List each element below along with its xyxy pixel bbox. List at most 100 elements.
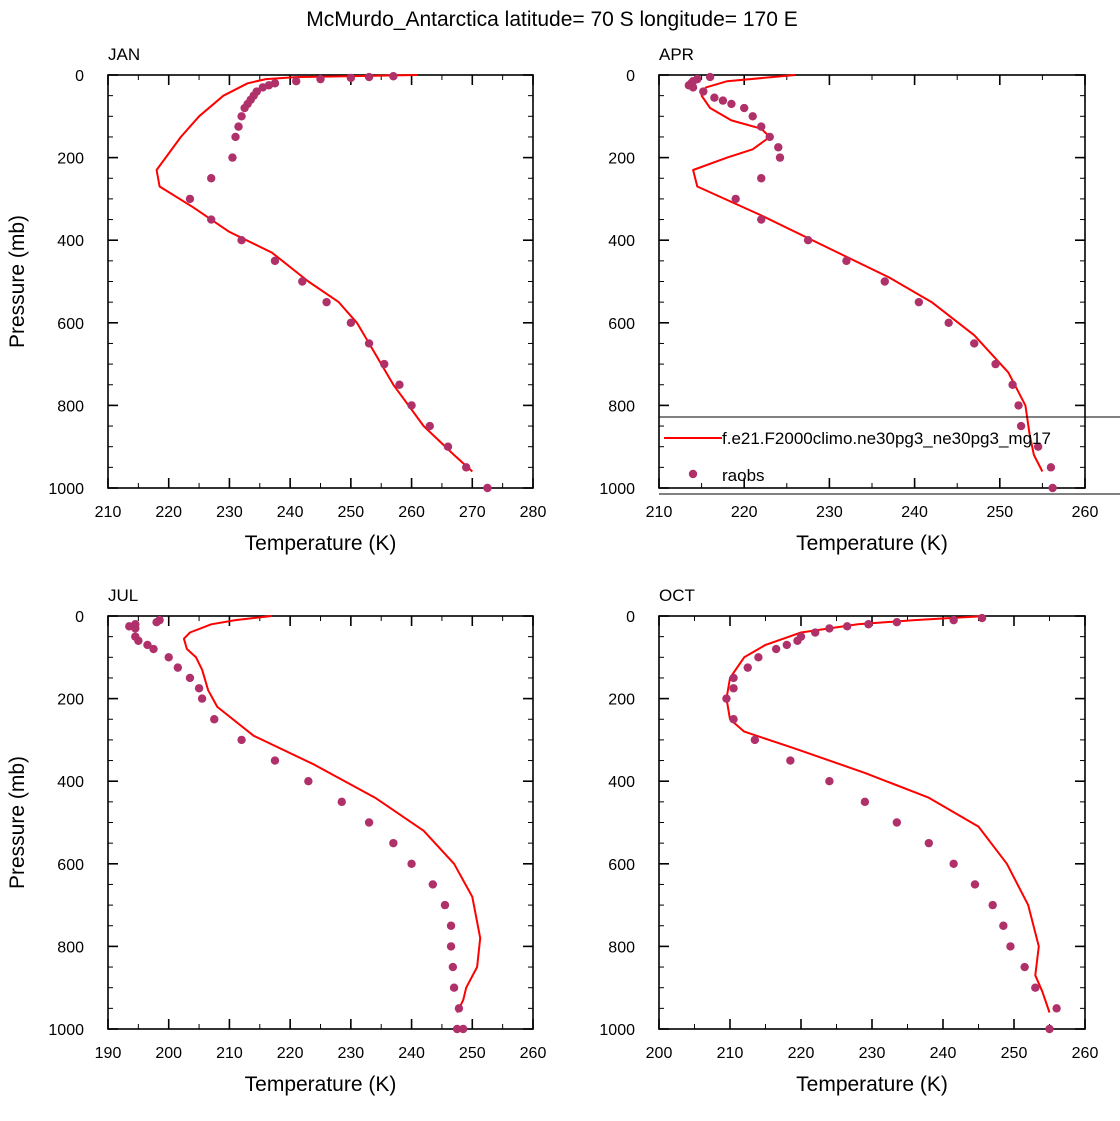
plot-frame	[658, 74, 1086, 489]
raobs-point	[207, 174, 216, 183]
x-tick-label: 190	[95, 1045, 122, 1062]
raobs-point	[164, 653, 173, 662]
raobs-point	[1006, 942, 1015, 951]
raobs-point	[443, 442, 453, 451]
raobs-point	[722, 694, 731, 703]
raobs-point	[1008, 380, 1017, 389]
raobs-point	[991, 359, 1000, 369]
raobs-point	[407, 859, 416, 868]
model-line	[725, 615, 1051, 1013]
raobs-point	[699, 87, 708, 96]
legend-raobs-label: raobs	[722, 466, 765, 485]
y-tick-label: 600	[608, 316, 635, 333]
raobs-point	[292, 76, 301, 86]
raobs-point	[743, 663, 752, 672]
raobs-point	[389, 838, 398, 848]
x-tick-label: 220	[155, 504, 182, 521]
panel-apr: APR 210 220 230 240 250 260 0 200 400 600 800 1000 Te…	[599, 45, 1098, 555]
legend-model-label: f.e21.F2000climo.ne30pg3_ne30pg3_mg17	[722, 429, 1051, 448]
panel-label: JAN	[108, 45, 140, 64]
y-tick-label: 200	[608, 151, 635, 168]
raobs-point	[1048, 483, 1057, 493]
raobs-point	[389, 72, 398, 81]
raobs-point	[729, 684, 738, 693]
raobs-point	[782, 640, 791, 650]
raobs-point	[765, 132, 774, 142]
raobs-point	[380, 359, 389, 369]
raobs-point	[988, 900, 997, 910]
y-tick-label: 1000	[599, 1022, 635, 1039]
figure-title: McMurdo_Antarctica latitude= 70 S longit…	[306, 8, 797, 31]
raobs-point	[407, 401, 416, 410]
raobs-point	[454, 1004, 464, 1013]
model-line	[155, 74, 473, 473]
raobs-point	[364, 818, 374, 827]
x-axis-title: Temperature (K)	[245, 1073, 397, 1096]
raobs-point	[134, 636, 143, 645]
raobs-point	[452, 1024, 462, 1034]
raobs-point	[1033, 442, 1043, 451]
raobs-point	[914, 297, 924, 307]
y-tick-label: 800	[57, 398, 84, 415]
y-tick-label: 0	[75, 68, 84, 85]
raobs-point	[237, 236, 246, 245]
y-tick-label: 200	[608, 692, 635, 709]
y-tick-label: 600	[57, 857, 84, 874]
y-tick-label: 400	[57, 233, 84, 250]
raobs-point	[1014, 401, 1023, 410]
raobs-point	[757, 174, 766, 183]
raobs-point	[1052, 1004, 1061, 1013]
panel-jan: JAN 210 220 230 240 250 260 270 280 0 200 400 600 800…	[6, 45, 546, 555]
y-tick-label: 0	[75, 609, 84, 626]
raobs-point	[210, 715, 219, 724]
panel-oct: OCT 200 210 220 230 240 250 260 0 200 400 600 800 100…	[599, 586, 1098, 1096]
x-tick-label: 270	[459, 504, 486, 521]
x-tick-label: 240	[277, 504, 304, 521]
model-line	[182, 615, 482, 1013]
raobs-point	[258, 83, 268, 92]
raobs-point	[710, 93, 719, 102]
raobs-point	[688, 83, 698, 92]
raobs-point	[152, 617, 161, 627]
raobs-point	[337, 797, 346, 807]
raobs-point	[395, 380, 404, 389]
y-tick-label: 800	[57, 939, 84, 956]
raobs-point	[842, 622, 852, 631]
y-tick-label: 1000	[48, 1022, 84, 1039]
raobs-point	[825, 624, 834, 633]
raobs-point	[864, 620, 873, 629]
raobs-point	[977, 613, 987, 623]
y-tick-label: 600	[57, 316, 84, 333]
y-tick-label: 400	[57, 774, 84, 791]
raobs-point	[316, 74, 325, 84]
raobs-point	[1046, 463, 1056, 472]
raobs-point	[194, 684, 204, 693]
raobs-point	[793, 636, 802, 645]
raobs-point	[185, 194, 195, 204]
raobs-point	[270, 756, 280, 765]
x-tick-label: 250	[986, 504, 1013, 521]
raobs-point	[483, 483, 492, 493]
raobs-point	[346, 318, 356, 327]
raobs-point	[999, 921, 1008, 930]
y-tick-label: 800	[608, 939, 635, 956]
raobs-point	[458, 1024, 468, 1034]
raobs-point	[970, 880, 980, 889]
raobs-point	[237, 112, 246, 121]
y-tick-label: 400	[608, 774, 635, 791]
raobs-point	[298, 277, 307, 286]
raobs-point	[185, 673, 195, 683]
model-line	[692, 74, 1044, 472]
x-tick-label: 230	[216, 504, 243, 521]
y-tick-label: 600	[608, 857, 635, 874]
raobs-point	[231, 132, 240, 142]
raobs-point	[446, 921, 456, 930]
raobs-point	[322, 297, 331, 307]
x-tick-label: 200	[155, 1045, 182, 1062]
raobs-point	[197, 694, 207, 703]
y-tick-label: 200	[57, 692, 84, 709]
panel-jul: JUL 190 200 210 220 230 240 250 260 0 200 400 600 800…	[6, 586, 546, 1096]
raobs-point	[240, 103, 249, 113]
y-tick-label: 800	[608, 398, 635, 415]
raobs-point	[731, 194, 740, 204]
